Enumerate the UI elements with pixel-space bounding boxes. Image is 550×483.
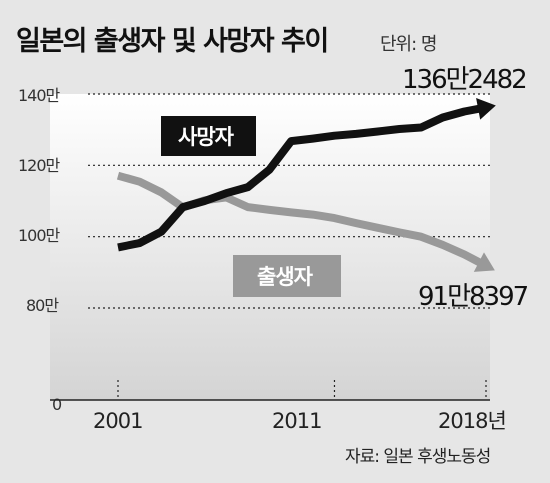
- y-tick-label: 80만: [26, 296, 59, 315]
- plot-area: [50, 94, 490, 400]
- deaths-label: 사망자: [178, 125, 235, 149]
- chart-title: 일본의 출생자 및 사망자 추이: [16, 26, 328, 57]
- y-tick-label: 140만: [18, 86, 61, 105]
- y-tick-label: 120만: [18, 156, 61, 175]
- y-tick-label: 100만: [18, 226, 61, 245]
- deaths-label-box: [161, 116, 256, 156]
- deaths-line: [117, 103, 487, 252]
- births-arrowhead: [473, 252, 495, 272]
- births-label-box: [233, 255, 341, 297]
- births-label: 출생자: [257, 265, 314, 289]
- source-note: 자료: 일본 후생노동성: [345, 447, 490, 467]
- y-tick-label: 0: [52, 395, 62, 414]
- deaths-end-value: 136만2482: [402, 65, 526, 95]
- births-line: [116, 171, 488, 270]
- x-tick-label: 2001: [93, 409, 142, 433]
- births-end-value: 91만8397: [418, 282, 528, 312]
- x-tick-label: 2011: [272, 409, 321, 433]
- deaths-arrowhead: [476, 98, 496, 120]
- x-tick-label: 2018년: [438, 409, 506, 433]
- series-lines: [116, 98, 496, 272]
- chart-unit: 단위: 명: [380, 34, 436, 55]
